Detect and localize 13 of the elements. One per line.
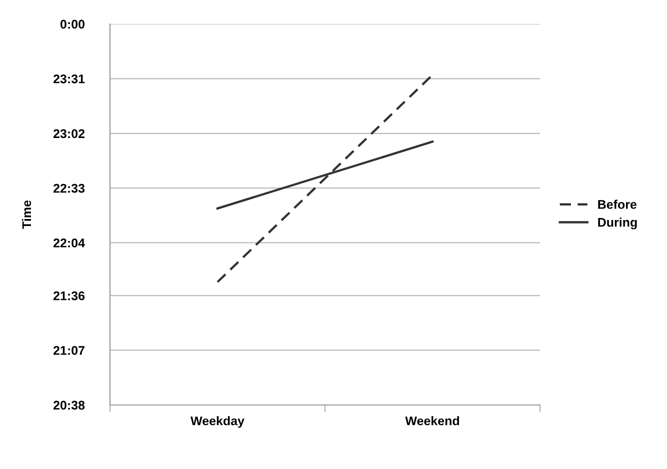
legend-label: Before bbox=[598, 200, 637, 209]
y-axis-title: Time bbox=[22, 200, 32, 229]
y-tick-label: 22:33 bbox=[53, 184, 85, 193]
y-tick-label: 20:38 bbox=[53, 400, 85, 410]
y-tick-label: 22:04 bbox=[53, 238, 85, 248]
y-tick-label: 23:02 bbox=[53, 129, 85, 138]
y-tick-label: 0:00 bbox=[60, 20, 84, 29]
x-tick-label: Weekend bbox=[405, 416, 460, 426]
y-tick-label: 21:07 bbox=[53, 346, 84, 355]
legend-label: During bbox=[598, 218, 637, 230]
x-tick-label: Weekday bbox=[190, 416, 244, 428]
y-tick-label: 21:36 bbox=[53, 291, 85, 300]
y-tick-label: 23:31 bbox=[53, 74, 85, 84]
